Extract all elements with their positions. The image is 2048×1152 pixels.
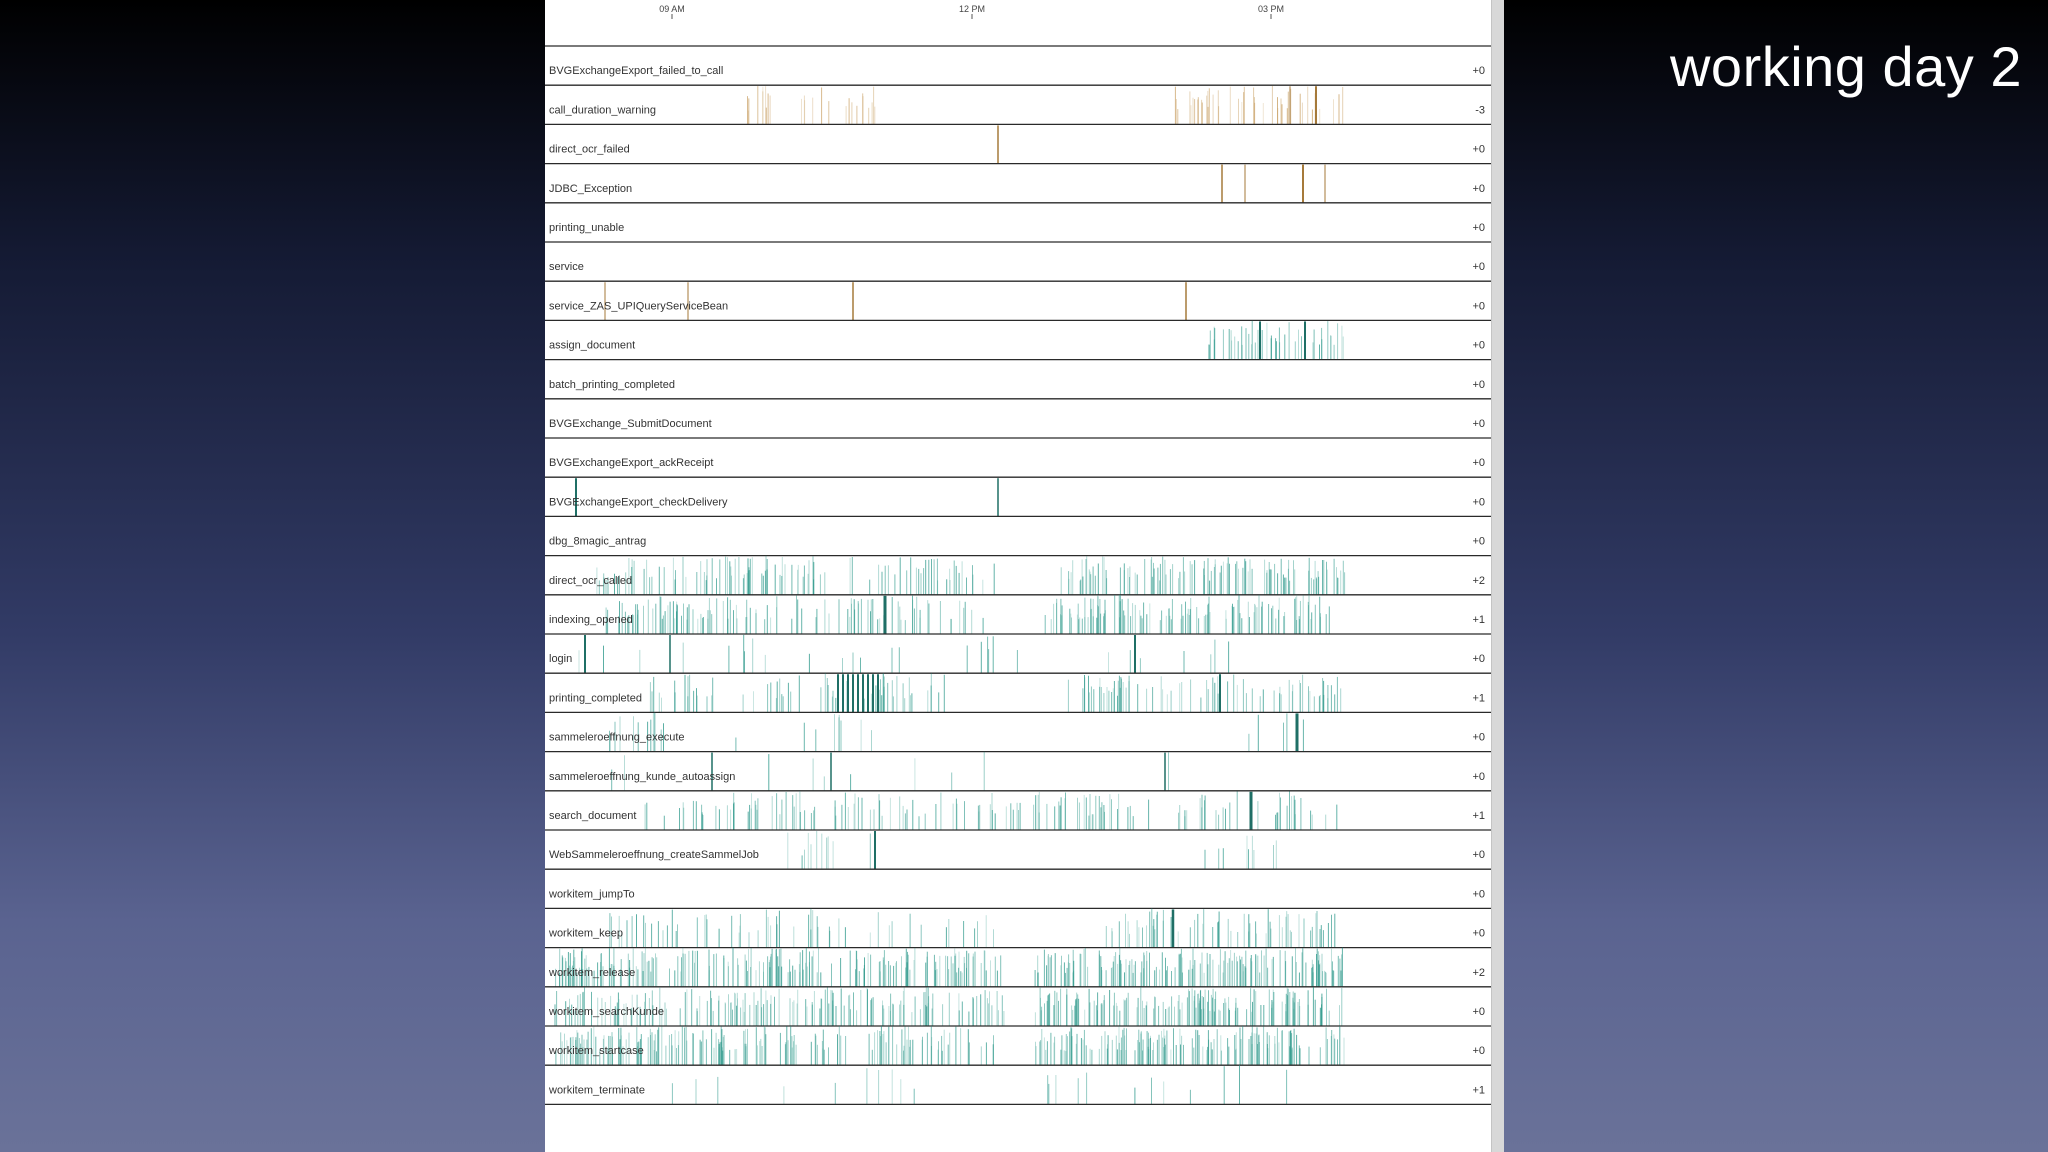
timeline-row: printing_unable +0 <box>545 222 1491 243</box>
timeline-row: indexing_opened +1 <box>545 594 1491 635</box>
row-delta: +0 <box>1472 418 1485 430</box>
row-delta: +0 <box>1472 144 1485 156</box>
row-label: dbg_8magic_antrag <box>549 536 646 548</box>
timeline-row: direct_ocr_called +2 <box>545 555 1491 596</box>
row-label: direct_ocr_called <box>549 575 632 587</box>
row-delta: +0 <box>1472 849 1485 861</box>
row-delta: +0 <box>1472 1006 1485 1018</box>
timeline-panel: 09 AM 12 PM 03 PM BVGExchangeExport_failed_… <box>545 0 1491 1152</box>
row-label: workitem_keep <box>548 928 623 940</box>
time-tick-label: 12 PM <box>959 4 985 14</box>
row-delta: -3 <box>1475 104 1485 116</box>
row-delta: +0 <box>1472 771 1485 783</box>
row-delta: +0 <box>1472 261 1485 273</box>
row-label: printing_completed <box>549 692 642 704</box>
row-delta: +0 <box>1472 222 1485 234</box>
row-delta: +0 <box>1472 65 1485 77</box>
timeline-row: sammeleroeffnung_kunde_autoassign +0 <box>545 751 1491 792</box>
time-tick-label: 03 PM <box>1258 4 1284 14</box>
timeline-row: sammeleroeffnung_execute +0 <box>545 712 1491 753</box>
row-delta: +2 <box>1472 967 1485 979</box>
row-label: printing_unable <box>549 222 624 234</box>
timeline-row: workitem_terminate +1 <box>545 1065 1491 1106</box>
row-delta: +2 <box>1472 575 1485 587</box>
row-delta: +0 <box>1472 496 1485 508</box>
row-label: direct_ocr_failed <box>549 144 630 156</box>
row-delta: +0 <box>1472 457 1485 469</box>
row-label: workitem_startcase <box>548 1045 644 1057</box>
row-label: sammeleroeffnung_kunde_autoassign <box>549 771 735 783</box>
row-label: workitem_jumpTo <box>548 888 635 900</box>
row-label: indexing_opened <box>549 614 633 626</box>
row-label: BVGExchangeExport_ackReceipt <box>549 457 713 469</box>
event-timeline-chart: 09 AM 12 PM 03 PM BVGExchangeExport_failed_… <box>545 4 1491 1106</box>
row-delta: +0 <box>1472 888 1485 900</box>
timeline-row: dbg_8magic_antrag +0 <box>545 536 1491 557</box>
timeline-row: WebSammeleroeffnung_createSammelJob +0 <box>545 831 1491 870</box>
row-label: call_duration_warning <box>549 104 656 116</box>
timeline-row: service_ZAS_UPIQueryServiceBean +0 <box>545 282 1491 322</box>
timeline-row: BVGExchangeExport_ackReceipt +0 <box>545 457 1491 478</box>
row-label: workitem_terminate <box>548 1084 645 1096</box>
timeline-row: workitem_startcase +0 <box>545 1026 1491 1066</box>
row-label: batch_printing_completed <box>549 379 675 391</box>
row-label: BVGExchangeExport_checkDelivery <box>549 496 728 508</box>
row-label: search_document <box>549 810 636 822</box>
timeline-row: workitem_keep +0 <box>545 908 1491 949</box>
row-label: login <box>549 653 572 665</box>
timeline-row: printing_completed +1 <box>545 673 1491 714</box>
row-delta: +1 <box>1472 614 1485 626</box>
row-delta: +1 <box>1472 692 1485 704</box>
row-delta: +0 <box>1472 183 1485 195</box>
timeline-row: BVGExchangeExport_failed_to_call +0 <box>545 65 1491 86</box>
row-label: assign_document <box>549 340 635 352</box>
row-delta: +0 <box>1472 300 1485 312</box>
row-delta: +0 <box>1472 653 1485 665</box>
row-label: workitem_searchKunde <box>548 1006 664 1018</box>
row-delta: +0 <box>1472 1045 1485 1057</box>
timeline-row: search_document +1 <box>545 791 1491 831</box>
timeline-row: workitem_searchKunde +0 <box>545 986 1491 1027</box>
row-label: BVGExchange_SubmitDocument <box>549 418 712 430</box>
timeline-row: JDBC_Exception +0 <box>545 164 1491 204</box>
row-delta: +0 <box>1472 536 1485 548</box>
row-label: workitem_release <box>548 967 635 979</box>
row-delta: +1 <box>1472 1084 1485 1096</box>
time-tick-label: 09 AM <box>659 4 685 14</box>
row-label: sammeleroeffnung_execute <box>549 732 685 744</box>
timeline-row: assign_document +0 <box>545 320 1491 361</box>
timeline-row: login +0 <box>545 634 1491 674</box>
timeline-row: batch_printing_completed +0 <box>545 379 1491 400</box>
timeline-row: BVGExchangeExport_checkDelivery +0 <box>545 478 1491 518</box>
timeline-row: workitem_release +2 <box>545 947 1491 988</box>
row-label: WebSammeleroeffnung_createSammelJob <box>549 849 759 861</box>
row-label: BVGExchangeExport_failed_to_call <box>549 65 723 77</box>
timeline-row: direct_ocr_failed +0 <box>545 125 1491 165</box>
row-label: service <box>549 261 584 273</box>
row-label: JDBC_Exception <box>549 183 632 195</box>
row-delta: +1 <box>1472 810 1485 822</box>
timeline-row: workitem_jumpTo +0 <box>545 888 1491 910</box>
row-delta: +0 <box>1472 732 1485 744</box>
slide-title: working day 2 <box>1669 35 2022 98</box>
vertical-scrollbar[interactable] <box>1491 0 1504 1152</box>
timeline-row: call_duration_warning -3 <box>545 86 1491 126</box>
timeline-row: service +0 <box>545 261 1491 282</box>
row-delta: +0 <box>1472 928 1485 940</box>
timeline-row: BVGExchange_SubmitDocument +0 <box>545 418 1491 439</box>
row-delta: +0 <box>1472 340 1485 352</box>
row-delta: +0 <box>1472 379 1485 391</box>
row-label: service_ZAS_UPIQueryServiceBean <box>549 300 728 312</box>
